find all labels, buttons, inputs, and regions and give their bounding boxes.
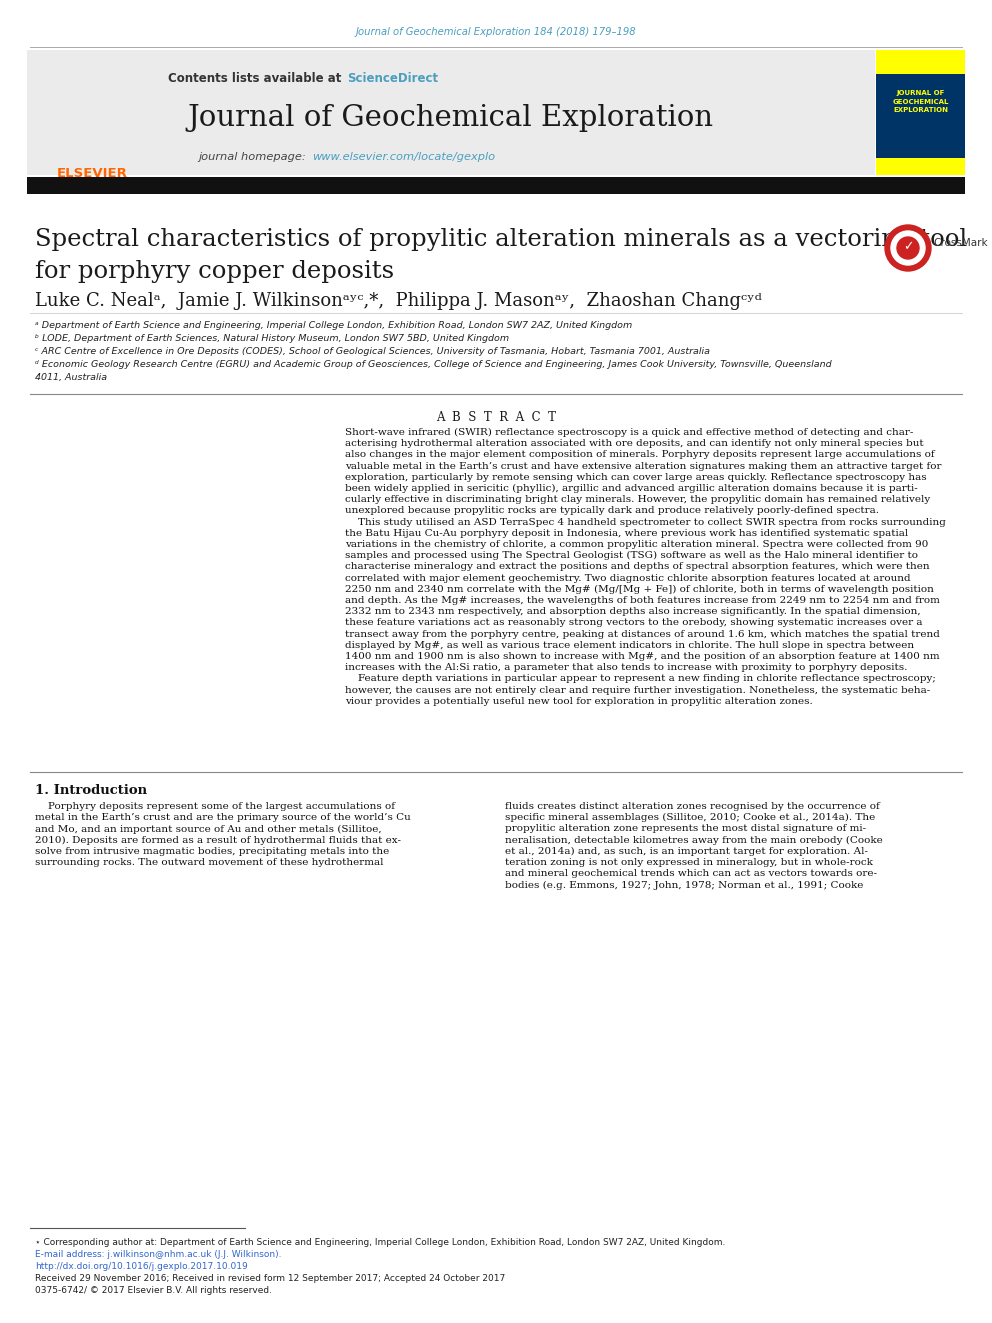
Text: and depth. As the Mg# increases, the wavelengths of both features increase from : and depth. As the Mg# increases, the wav… (345, 595, 939, 605)
Text: these feature variations act as reasonably strong vectors to the orebody, showin: these feature variations act as reasonab… (345, 618, 923, 627)
Text: 1. Introduction: 1. Introduction (35, 785, 147, 796)
Text: 2332 nm to 2343 nm respectively, and absorption depths also increase significant: 2332 nm to 2343 nm respectively, and abs… (345, 607, 921, 617)
Text: 4011, Australia: 4011, Australia (35, 373, 107, 382)
Text: fluids creates distinct alteration zones recognised by the occurrence of: fluids creates distinct alteration zones… (505, 802, 880, 811)
Text: E-mail address: j.wilkinson@nhm.ac.uk (J.J. Wilkinson).: E-mail address: j.wilkinson@nhm.ac.uk (J… (35, 1250, 282, 1259)
Text: neralisation, detectable kilometres away from the main orebody (Cooke: neralisation, detectable kilometres away… (505, 836, 883, 844)
Text: et al., 2014a) and, as such, is an important target for exploration. Al-: et al., 2014a) and, as such, is an impor… (505, 847, 868, 856)
Text: ᵇ LODE, Department of Earth Sciences, Natural History Museum, London SW7 5BD, Un: ᵇ LODE, Department of Earth Sciences, Na… (35, 333, 509, 343)
Text: specific mineral assemblages (Sillitoe, 2010; Cooke et al., 2014a). The: specific mineral assemblages (Sillitoe, … (505, 814, 875, 823)
Text: propylitic alteration zone represents the most distal signature of mi-: propylitic alteration zone represents th… (505, 824, 866, 833)
Text: acterising hydrothermal alteration associated with ore deposits, and can identif: acterising hydrothermal alteration assoc… (345, 439, 924, 448)
Text: Short-wave infrared (SWIR) reflectance spectroscopy is a quick and effective met: Short-wave infrared (SWIR) reflectance s… (345, 429, 914, 437)
Circle shape (897, 237, 919, 259)
Text: Spectral characteristics of propylitic alteration minerals as a vectoring tool: Spectral characteristics of propylitic a… (35, 228, 967, 251)
Text: teration zoning is not only expressed in mineralogy, but in whole-rock: teration zoning is not only expressed in… (505, 859, 873, 867)
Text: however, the causes are not entirely clear and require further investigation. No: however, the causes are not entirely cle… (345, 685, 930, 695)
Text: transect away from the porphyry centre, peaking at distances of around 1.6 km, w: transect away from the porphyry centre, … (345, 630, 939, 639)
Text: A  B  S  T  R  A  C  T: A B S T R A C T (436, 411, 556, 423)
Text: for porphyry copper deposits: for porphyry copper deposits (35, 261, 394, 283)
Text: 0375-6742/ © 2017 Elsevier B.V. All rights reserved.: 0375-6742/ © 2017 Elsevier B.V. All righ… (35, 1286, 272, 1295)
Text: ELSEVIER: ELSEVIER (57, 167, 127, 180)
Text: 2010). Deposits are formed as a result of hydrothermal fluids that ex-: 2010). Deposits are formed as a result o… (35, 836, 401, 844)
Text: ᶜ ARC Centre of Excellence in Ore Deposits (CODES), School of Geological Science: ᶜ ARC Centre of Excellence in Ore Deposi… (35, 347, 710, 356)
Text: ScienceDirect: ScienceDirect (347, 71, 438, 85)
Text: solve from intrusive magmatic bodies, precipitating metals into the: solve from intrusive magmatic bodies, pr… (35, 847, 389, 856)
Text: valuable metal in the Earth’s crust and have extensive alteration signatures mak: valuable metal in the Earth’s crust and … (345, 462, 941, 471)
Text: Luke C. Nealᵃ,  Jamie J. Wilkinsonᵃʸᶜ,*,  Philippa J. Masonᵃʸ,  Zhaoshan Changᶜʸ: Luke C. Nealᵃ, Jamie J. Wilkinsonᵃʸᶜ,*, … (35, 292, 762, 310)
Text: journal homepage:: journal homepage: (198, 152, 310, 161)
Text: variations in the chemistry of chlorite, a common propylitic alteration mineral.: variations in the chemistry of chlorite,… (345, 540, 929, 549)
Text: http://dx.doi.org/10.1016/j.gexplo.2017.10.019: http://dx.doi.org/10.1016/j.gexplo.2017.… (35, 1262, 248, 1271)
Text: ⋆ Corresponding author at: Department of Earth Science and Engineering, Imperial: ⋆ Corresponding author at: Department of… (35, 1238, 725, 1248)
Text: Contents lists available at: Contents lists available at (168, 71, 345, 85)
Text: exploration, particularly by remote sensing which can cover large areas quickly.: exploration, particularly by remote sens… (345, 472, 927, 482)
Bar (876, 74, 965, 157)
Text: 1400 nm and 1900 nm is also shown to increase with Mg#, and the position of an a: 1400 nm and 1900 nm is also shown to inc… (345, 652, 939, 662)
Text: unexplored because propylitic rocks are typically dark and produce relatively po: unexplored because propylitic rocks are … (345, 507, 879, 516)
Text: 2250 nm and 2340 nm correlate with the Mg# (Mg/[Mg + Fe]) of chlorite, both in t: 2250 nm and 2340 nm correlate with the M… (345, 585, 933, 594)
Text: and Mo, and an important source of Au and other metals (Sillitoe,: and Mo, and an important source of Au an… (35, 824, 382, 833)
Text: correlated with major element geochemistry. Two diagnostic chlorite absorption f: correlated with major element geochemist… (345, 574, 911, 582)
Text: displayed by Mg#, as well as various trace element indicators in chlorite. The h: displayed by Mg#, as well as various tra… (345, 640, 914, 650)
Text: been widely applied in sericitic (phyllic), argillic and advanced argillic alter: been widely applied in sericitic (phylli… (345, 484, 918, 493)
Text: increases with the Al:Si ratio, a parameter that also tends to increase with pro: increases with the Al:Si ratio, a parame… (345, 663, 908, 672)
Text: metal in the Earth’s crust and are the primary source of the world’s Cu: metal in the Earth’s crust and are the p… (35, 814, 411, 822)
Text: JOURNAL OF
GEOCHEMICAL
EXPLORATION: JOURNAL OF GEOCHEMICAL EXPLORATION (893, 90, 949, 112)
Text: www.elsevier.com/locate/gexplo: www.elsevier.com/locate/gexplo (312, 152, 495, 161)
Text: bodies (e.g. Emmons, 1927; John, 1978; Norman et al., 1991; Cooke: bodies (e.g. Emmons, 1927; John, 1978; N… (505, 880, 863, 889)
Circle shape (885, 225, 931, 271)
Text: cularly effective in discriminating bright clay minerals. However, the propyliti: cularly effective in discriminating brig… (345, 495, 930, 504)
Text: Received 29 November 2016; Received in revised form 12 September 2017; Accepted : Received 29 November 2016; Received in r… (35, 1274, 505, 1283)
Text: surrounding rocks. The outward movement of these hydrothermal: surrounding rocks. The outward movement … (35, 859, 384, 867)
Text: Feature depth variations in particular appear to represent a new finding in chlo: Feature depth variations in particular a… (345, 675, 935, 684)
Text: ᵃ Department of Earth Science and Engineering, Imperial College London, Exhibiti: ᵃ Department of Earth Science and Engine… (35, 321, 632, 329)
Bar (876, 50, 965, 175)
Bar (27, 177, 965, 194)
Bar (27, 50, 875, 175)
Text: ✓: ✓ (903, 241, 914, 254)
Text: also changes in the major element composition of minerals. Porphyry deposits rep: also changes in the major element compos… (345, 450, 934, 459)
Text: Journal of Geochemical Exploration 184 (2018) 179–198: Journal of Geochemical Exploration 184 (… (356, 26, 636, 37)
Text: viour provides a potentially useful new tool for exploration in propylitic alter: viour provides a potentially useful new … (345, 697, 812, 705)
Text: and mineral geochemical trends which can act as vectors towards ore-: and mineral geochemical trends which can… (505, 869, 877, 878)
Text: Journal of Geochemical Exploration: Journal of Geochemical Exploration (187, 105, 713, 132)
Text: the Batu Hijau Cu-Au porphyry deposit in Indonesia, where previous work has iden: the Batu Hijau Cu-Au porphyry deposit in… (345, 529, 909, 538)
Text: samples and processed using The Spectral Geologist (TSG) software as well as the: samples and processed using The Spectral… (345, 552, 918, 561)
Text: CrossMark: CrossMark (933, 238, 988, 247)
Text: Porphyry deposits represent some of the largest accumulations of: Porphyry deposits represent some of the … (35, 802, 395, 811)
Text: ᵈ Economic Geology Research Centre (EGRU) and Academic Group of Geosciences, Col: ᵈ Economic Geology Research Centre (EGRU… (35, 360, 831, 369)
Circle shape (891, 232, 925, 265)
Text: This study utilised an ASD TerraSpec 4 handheld spectrometer to collect SWIR spe: This study utilised an ASD TerraSpec 4 h… (345, 517, 946, 527)
Text: characterise mineralogy and extract the positions and depths of spectral absorpt: characterise mineralogy and extract the … (345, 562, 930, 572)
